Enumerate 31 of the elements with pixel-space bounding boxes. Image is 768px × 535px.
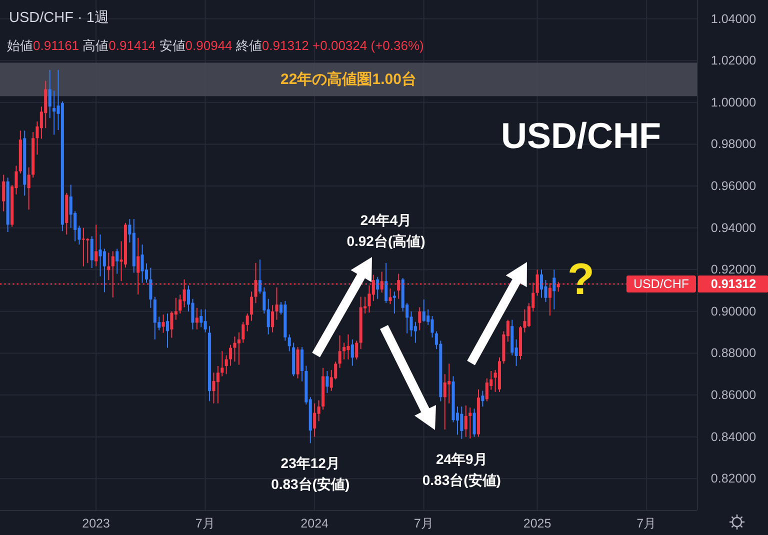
x-tick-label: 7月	[414, 516, 434, 530]
y-tick-label: 0.98000	[710, 137, 756, 152]
annotation: 24年9月 0.83台(安値)	[422, 450, 501, 488]
annotation: USD/CHF	[501, 115, 661, 156]
y-tick-label: 1.04000	[710, 12, 756, 26]
y-tick-label: 0.88000	[710, 346, 756, 360]
y-tick-label: 0.84000	[710, 430, 756, 444]
band: 22年の高値圏1.00台	[0, 62, 697, 96]
y-tick-label: 1.00000	[710, 95, 756, 110]
x-tick-label: 2024	[300, 516, 329, 530]
text: 始値0.91161 高値0.91414 安値0.90944 終値0.91312 +0.00324 (+0.36%)	[7, 38, 424, 53]
text: USD/CHF · 1週	[9, 10, 110, 26]
y-tick-label: 0.82000	[710, 472, 756, 486]
x-tick-label: 7月	[195, 516, 216, 530]
y-tick-label: 0.92000	[710, 262, 756, 277]
band-label: 22年の高値圏1.00台	[280, 70, 416, 88]
ref-line-label: USD/CHF	[626, 276, 696, 292]
y-tick-label: 0.86000	[710, 388, 756, 402]
ref-line-label: USD/CHF	[633, 277, 690, 292]
y-tick-tag: 0.91312	[698, 276, 768, 292]
y-tick-label: 0.94000	[710, 220, 756, 235]
y-tick-label: 0.96000	[710, 179, 756, 194]
annotation: 23年12月 0.83台(安値)	[271, 455, 350, 492]
x-tick-label: 2023	[82, 516, 110, 530]
x-tick-label: 7月	[636, 516, 657, 530]
y-tick-label: 1.02000	[710, 54, 756, 68]
y-tick-label: 0.91312	[710, 277, 756, 292]
annotation: 24年4月 0.92台(高値)	[346, 212, 426, 249]
x-tick-label: 2025	[523, 516, 552, 530]
annotation: ?	[568, 255, 594, 304]
y-tick-label: 0.90000	[710, 304, 756, 318]
